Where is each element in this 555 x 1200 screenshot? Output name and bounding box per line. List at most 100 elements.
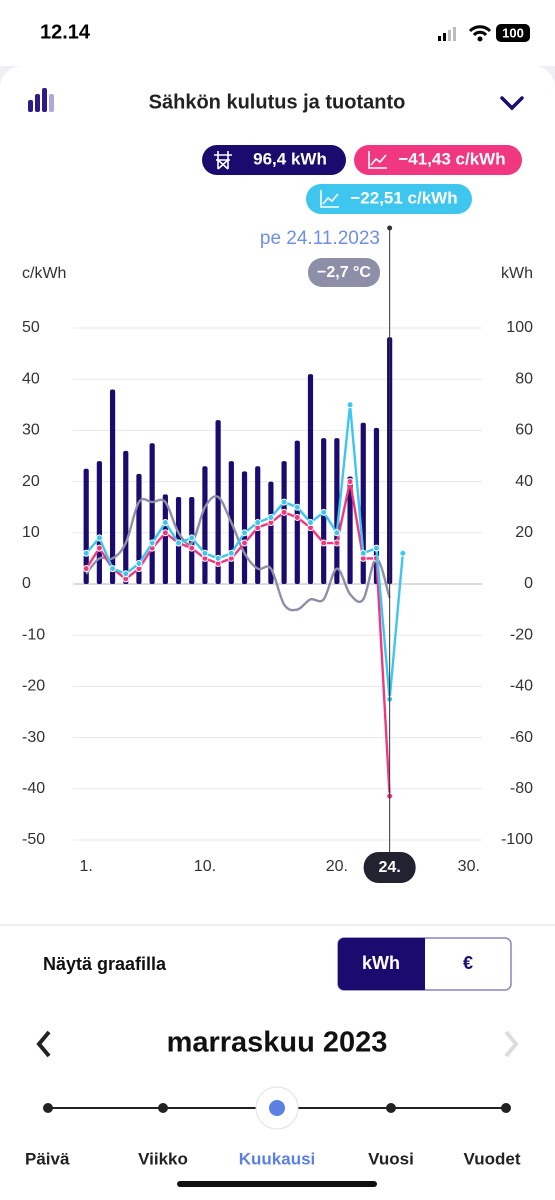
point [280, 498, 288, 506]
y2-tick-label: 80 [515, 370, 533, 387]
wifi [468, 25, 492, 37]
tab-dot[interactable] [158, 1103, 168, 1113]
point [122, 570, 130, 578]
point [320, 539, 328, 547]
point [188, 544, 196, 552]
collapse-chevron[interactable] [500, 96, 524, 111]
point [214, 554, 222, 562]
toggle-option[interactable]: kWh [362, 953, 400, 973]
bar [162, 494, 168, 584]
y-tick-label: -10 [22, 626, 45, 643]
y-tick-label: 20 [22, 473, 40, 490]
point [161, 519, 169, 527]
next-arrow[interactable] [504, 1030, 519, 1058]
tab-label[interactable]: Vuodet [464, 1149, 521, 1168]
signal [438, 27, 456, 41]
point [293, 513, 301, 521]
x-tick-label: 10. [194, 858, 216, 875]
y-tick-label: -30 [22, 729, 45, 746]
badge-text: −41,43 c/kWh [398, 149, 505, 168]
tab-dot[interactable] [386, 1103, 396, 1113]
point [82, 565, 90, 573]
battery-level: 100 [502, 25, 524, 40]
y2-tick-label: -100 [501, 831, 533, 848]
point [188, 534, 196, 542]
toggle-label: Näytä graafilla [43, 954, 167, 974]
point [148, 539, 156, 547]
plot: 50403020100-10-20-30-40-50100806040200-2… [22, 225, 533, 883]
point [201, 549, 209, 557]
point [306, 519, 314, 527]
point [399, 549, 407, 557]
y2-tick-label: 20 [515, 524, 533, 541]
y-tick-label: 40 [22, 370, 40, 387]
point [346, 478, 354, 486]
point [359, 549, 367, 557]
bar [215, 420, 221, 584]
bar [96, 461, 102, 584]
y2-tick-label: -40 [510, 678, 533, 695]
point [95, 534, 103, 542]
y-tick-label: -40 [22, 780, 45, 797]
tab-label[interactable]: Vuosi [368, 1149, 414, 1168]
bar [149, 443, 155, 584]
tab-label[interactable]: Kuukausi [239, 1149, 316, 1168]
y2-tick-label: 100 [506, 319, 533, 336]
point [241, 529, 249, 537]
toggle-option[interactable]: € [463, 953, 473, 973]
selection-dot [387, 225, 393, 231]
prev-arrow[interactable] [36, 1030, 51, 1058]
y2-tick-label: -60 [510, 729, 533, 746]
badge-text: 96,4 kWh [253, 149, 327, 168]
chart-icon[interactable] [28, 88, 54, 112]
home-indicator [177, 1181, 377, 1187]
point [333, 529, 341, 537]
x-tick-label: 1. [80, 858, 93, 875]
point [109, 565, 117, 573]
x-tick-label: 30. [458, 858, 480, 875]
point [135, 560, 143, 568]
y-axis-label: c/kWh [22, 265, 66, 282]
point [372, 544, 380, 552]
point [280, 508, 288, 516]
bar [347, 476, 353, 584]
point [95, 544, 103, 552]
bar [202, 466, 208, 584]
line [85, 495, 391, 612]
y2-tick-label: 60 [515, 422, 533, 439]
y-tick-label: -20 [22, 678, 45, 695]
battery [496, 24, 530, 42]
point [161, 529, 169, 537]
y-tick-label: 10 [22, 524, 40, 541]
y2-tick-label: 40 [515, 473, 533, 490]
badge-price [354, 145, 522, 175]
tab-label[interactable]: Viikko [138, 1149, 188, 1168]
point [267, 513, 275, 521]
toggle-kwh[interactable] [338, 938, 425, 990]
y-tick-label: 50 [22, 319, 40, 336]
point [241, 539, 249, 547]
y-tick-label: -50 [22, 831, 45, 848]
point [293, 503, 301, 511]
y-tick-label: 0 [22, 575, 31, 592]
bar [268, 481, 274, 584]
spot-icon [320, 190, 339, 208]
tab-dot[interactable] [501, 1103, 511, 1113]
wifi-dot [477, 36, 483, 42]
bar [241, 471, 248, 584]
x-tick-label: 24. [379, 859, 401, 876]
y2-tick-label: 0 [524, 575, 533, 592]
tab-dot[interactable] [43, 1103, 53, 1113]
card [0, 66, 555, 1200]
tab-selected-dot [269, 1100, 285, 1116]
temperature: −2,7 °C [317, 264, 371, 281]
point [175, 539, 183, 547]
point [320, 508, 328, 516]
tab-label[interactable]: Päivä [25, 1149, 70, 1168]
x-tick-label: 20. [326, 858, 348, 875]
tower-icon [214, 151, 232, 170]
point [82, 549, 90, 557]
point [346, 401, 354, 409]
tabs: Päivä Viikko Kuukausi Vuosi Vuodet [25, 1086, 521, 1168]
